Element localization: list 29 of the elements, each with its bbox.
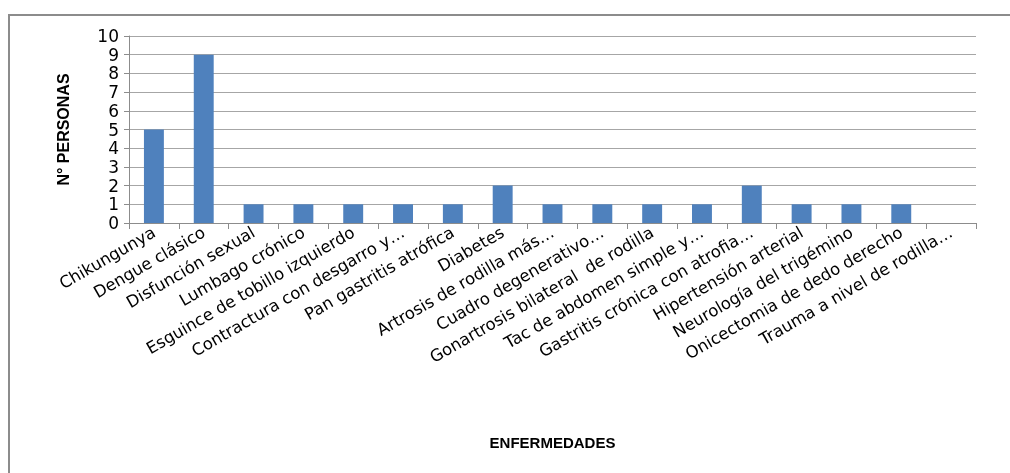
bar — [692, 204, 712, 223]
y-tick-label: 10 — [97, 26, 119, 46]
y-axis-title: N° PERSONAS — [54, 73, 72, 186]
y-tick-label: 5 — [108, 119, 119, 140]
y-tick-label: 3 — [108, 156, 119, 177]
bar — [741, 185, 762, 223]
bar — [791, 204, 812, 223]
y-tick-label: 9 — [108, 44, 119, 65]
y-tick-label: 4 — [108, 138, 119, 159]
bar — [492, 185, 513, 223]
bar — [293, 204, 314, 223]
bar — [243, 204, 264, 223]
y-tick-label: 2 — [108, 175, 119, 196]
bar — [592, 204, 613, 223]
y-tick-label: 7 — [108, 82, 119, 103]
bar — [143, 129, 164, 223]
bar — [193, 54, 214, 223]
x-axis-title: ENFERMEDADES — [489, 434, 616, 451]
bar — [393, 204, 413, 223]
bar — [642, 204, 663, 223]
y-tick-label: 8 — [108, 63, 119, 84]
bar — [542, 204, 563, 223]
bar — [343, 204, 364, 223]
bar — [841, 204, 862, 223]
y-tick-label: 1 — [108, 194, 119, 215]
bar — [891, 204, 912, 223]
bar — [442, 204, 463, 223]
y-tick-label: 0 — [108, 213, 119, 233]
y-tick-label: 6 — [108, 100, 119, 121]
